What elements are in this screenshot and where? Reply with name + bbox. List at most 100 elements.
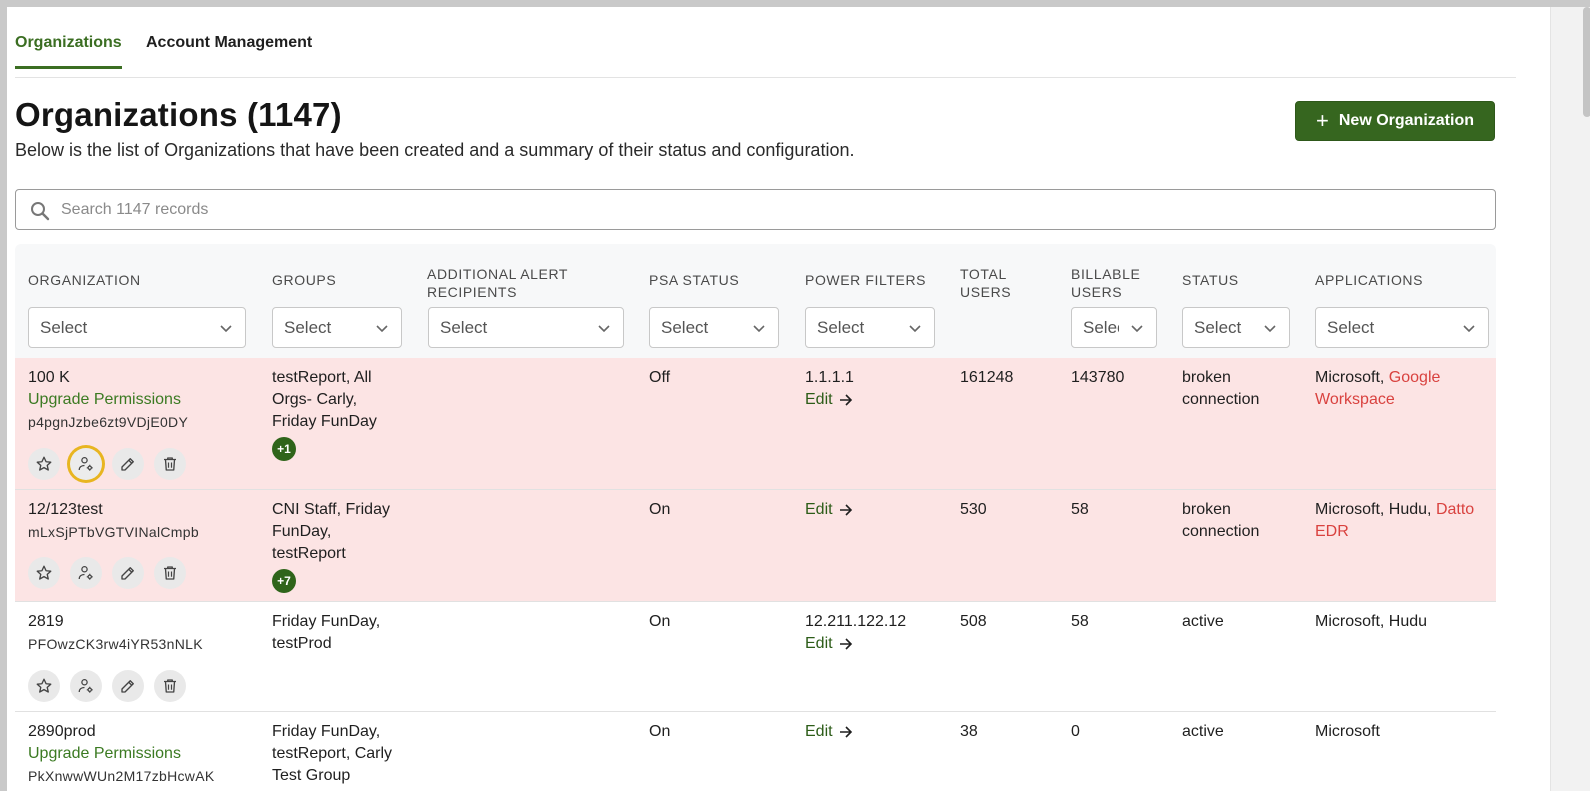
groups-filter-select[interactable]: Select [272, 307, 402, 348]
status-cell: broken connection [1182, 499, 1259, 543]
status-filter-select[interactable]: Select [1182, 307, 1290, 348]
application-name: Microsoft, Hudu, [1315, 501, 1432, 518]
arrow-right-icon [839, 394, 852, 406]
groups-text: CNI Staff, Friday [272, 501, 390, 518]
applications-cell: Microsoft, Google Workspace [1315, 367, 1495, 411]
select-value: Select [40, 317, 88, 337]
search-box [15, 189, 1496, 230]
favorite-button[interactable] [28, 557, 60, 589]
star-icon [36, 456, 52, 471]
edit-button[interactable] [112, 448, 144, 480]
header-line: TOTAL [960, 266, 1007, 282]
user-settings-button[interactable] [70, 448, 102, 480]
column-header-status: STATUS [1182, 272, 1239, 288]
applications-filter-select[interactable]: Select [1315, 307, 1489, 348]
delete-button[interactable] [154, 448, 186, 480]
groups-text: testReport [272, 545, 346, 562]
power-filters-edit-link[interactable]: Edit [805, 389, 853, 411]
row-actions [28, 557, 186, 589]
status-cell: broken connection [1182, 367, 1259, 411]
user-settings-button[interactable] [70, 557, 102, 589]
user-settings-button[interactable] [70, 670, 102, 702]
application-error-name: Workspace [1315, 391, 1395, 408]
status-text: broken [1182, 501, 1231, 518]
organization-id: p4pgnJzbe6zt9VDjE0DY [28, 414, 189, 430]
edit-label: Edit [805, 391, 833, 408]
edit-label: Edit [805, 501, 833, 518]
billable-users-cell: 58 [1071, 501, 1089, 518]
edit-button[interactable] [112, 557, 144, 589]
organization-id: PFOwzCK3rw4iYR53nNLK [28, 636, 203, 652]
column-header-total-users: TOTAL USERS [960, 265, 1011, 301]
power-filters-cell: 12.211.122.12 Edit [805, 611, 906, 655]
power-filters-edit-link[interactable]: Edit [805, 633, 853, 655]
page-title: Organizations (1147) [15, 96, 342, 133]
new-organization-label: New Organization [1338, 112, 1474, 129]
delete-button[interactable] [154, 670, 186, 702]
delete-button[interactable] [154, 557, 186, 589]
edit-label: Edit [805, 635, 833, 652]
edit-icon [121, 680, 134, 693]
vertical-scrollbar[interactable] [1550, 0, 1590, 791]
table-row[interactable]: 100 K Upgrade Permissions p4pgnJzbe6zt9V… [15, 358, 1496, 490]
search-input[interactable] [61, 200, 1461, 219]
new-organization-button[interactable]: + New Organization [1295, 101, 1495, 141]
edit-button[interactable] [112, 670, 144, 702]
power-filters-filter-select[interactable]: Select [805, 307, 935, 348]
table-row[interactable]: 12/123test mLxSjPTbVGTVINalCmpb CNI Staf… [15, 490, 1496, 602]
organization-filter-select[interactable]: Select [28, 307, 246, 348]
application-error-name: Google [1388, 369, 1441, 386]
power-filters-edit-link[interactable]: Edit [805, 721, 853, 743]
alert-recipients-filter-select[interactable]: Select [428, 307, 624, 348]
groups-text: Orgs- Carly, [272, 391, 358, 408]
groups-cell: CNI Staff, Friday FunDay, testReport +7 [272, 499, 390, 593]
psa-status-filter-select[interactable]: Select [649, 307, 779, 348]
select-value: Select [1194, 317, 1242, 337]
more-groups-badge[interactable]: +7 [272, 569, 296, 593]
favorite-button[interactable] [28, 670, 60, 702]
groups-text: Friday FunDay [272, 413, 377, 430]
billable-users-filter-select[interactable]: Select [1071, 307, 1157, 348]
header-line: BILLABLE [1071, 266, 1141, 282]
plus-icon: + [1316, 108, 1329, 133]
select-value: Select [440, 317, 488, 337]
select-value: Select [661, 317, 709, 337]
table-row[interactable]: 2819 PFOwzCK3rw4iYR53nNLK Friday FunDay,… [15, 602, 1496, 712]
more-groups-badge[interactable]: +1 [272, 437, 296, 461]
power-filters-edit-link[interactable]: Edit [805, 499, 853, 521]
favorite-button[interactable] [28, 448, 60, 480]
total-users-cell: 161248 [960, 369, 1014, 386]
edit-icon [121, 567, 134, 580]
scrollbar-thumb[interactable] [1583, 7, 1590, 117]
groups-text: FunDay, [272, 523, 332, 540]
upgrade-permissions-link[interactable]: Upgrade Permissions [28, 391, 181, 408]
total-users-cell: 530 [960, 501, 987, 518]
chevron-down-icon [753, 325, 765, 333]
organization-name[interactable]: 100 K [28, 369, 70, 386]
status-text: connection [1182, 523, 1260, 540]
chevron-down-icon [220, 325, 232, 333]
trash-icon [164, 679, 176, 693]
trash-icon [164, 457, 176, 471]
organization-cell: 2890prod Upgrade Permissions PkXnwwWUn2M… [28, 721, 215, 787]
organization-name[interactable]: 12/123test [28, 501, 103, 518]
upgrade-permissions-link[interactable]: Upgrade Permissions [28, 745, 181, 762]
billable-users-cell: 0 [1071, 723, 1080, 740]
table-header: ORGANIZATION GROUPS ADDITIONAL ALERT RECI… [15, 244, 1496, 358]
column-header-additional-alert-recipients: ADDITIONAL ALERT RECIPIENTS [427, 265, 568, 301]
organization-id: mLxSjPTbVGTVINalCmpb [28, 524, 199, 540]
table-row[interactable]: 2890prod Upgrade Permissions PkXnwwWUn2M… [15, 712, 1496, 791]
edit-label: Edit [805, 723, 833, 740]
organization-name[interactable]: 2890prod [28, 723, 96, 740]
tab-account-management[interactable]: Account Management [146, 34, 313, 51]
application-error-name: EDR [1315, 523, 1349, 540]
tab-organizations[interactable]: Organizations [15, 34, 122, 69]
select-value: Select [284, 317, 332, 337]
organization-name[interactable]: 2819 [28, 613, 64, 630]
page-subtitle: Below is the list of Organizations that … [15, 140, 855, 160]
user-settings-icon [78, 678, 93, 693]
select-value: Select [817, 317, 865, 337]
power-filter-value: 12.211.122.12 [805, 613, 907, 630]
chevron-down-icon [909, 325, 921, 333]
groups-text: Test Group [272, 767, 351, 784]
